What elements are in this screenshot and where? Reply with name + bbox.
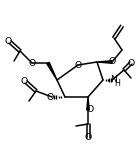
Text: H: H (114, 79, 120, 88)
Text: O: O (74, 61, 82, 69)
Text: O: O (84, 133, 92, 143)
Text: O: O (127, 58, 135, 67)
Polygon shape (47, 62, 57, 80)
Polygon shape (87, 97, 89, 110)
Polygon shape (97, 61, 112, 63)
Text: O: O (46, 93, 54, 101)
Text: O: O (108, 58, 116, 66)
Text: O: O (28, 58, 36, 67)
Text: N: N (111, 76, 117, 85)
Text: O: O (86, 106, 94, 114)
Text: O: O (20, 77, 28, 87)
Text: O: O (4, 37, 12, 47)
